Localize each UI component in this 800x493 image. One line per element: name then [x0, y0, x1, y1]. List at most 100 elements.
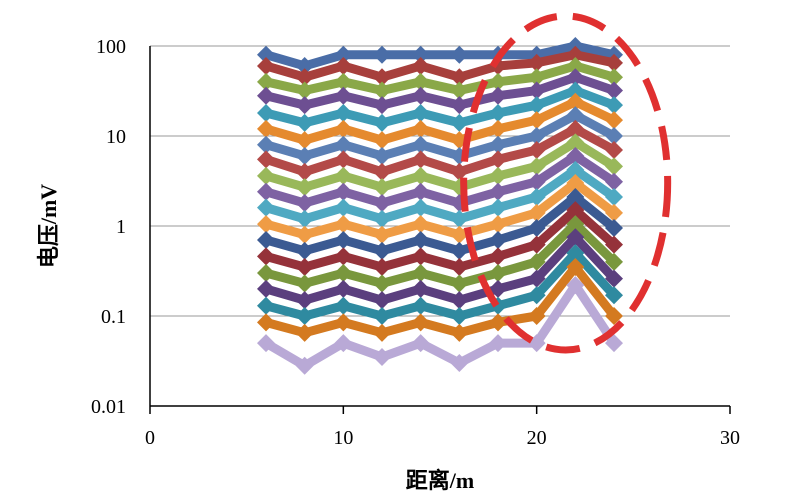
data-point — [527, 140, 546, 159]
data-point — [373, 225, 391, 244]
data-point — [411, 86, 430, 105]
data-point — [295, 162, 314, 181]
data-point — [295, 68, 314, 87]
x-tick-label: 0 — [145, 427, 155, 449]
data-point — [334, 198, 353, 217]
series-line — [264, 205, 617, 272]
data-point — [566, 81, 585, 100]
data-point — [489, 135, 507, 154]
data-point — [450, 225, 469, 244]
data-point — [489, 166, 507, 185]
data-point — [411, 215, 430, 234]
data-point — [373, 162, 391, 181]
data-point — [295, 291, 314, 310]
data-point — [334, 86, 353, 105]
data-point — [373, 131, 391, 150]
data-point — [450, 96, 469, 115]
series-9 — [257, 133, 623, 197]
data-point — [566, 228, 585, 247]
data-point — [566, 146, 585, 165]
data-point — [373, 241, 391, 260]
data-point — [257, 313, 275, 332]
data-point — [334, 72, 353, 91]
data-point — [295, 274, 314, 293]
data-point — [450, 323, 469, 342]
data-point — [489, 334, 507, 353]
data-point — [566, 276, 585, 295]
data-point — [527, 307, 546, 325]
data-point — [566, 215, 585, 234]
data-point — [566, 45, 585, 64]
data-point — [450, 307, 469, 325]
data-point — [527, 252, 546, 271]
data-point — [411, 182, 430, 201]
series-1 — [257, 37, 623, 75]
data-point — [295, 56, 314, 75]
data-point — [527, 188, 546, 207]
series-line — [264, 262, 618, 338]
data-point — [373, 323, 391, 342]
data-point — [334, 279, 353, 298]
data-point — [527, 157, 546, 176]
data-point — [566, 56, 585, 75]
data-point — [257, 182, 275, 201]
series-line — [264, 192, 617, 256]
data-point — [411, 296, 430, 315]
data-point — [605, 235, 623, 254]
data-point — [295, 146, 314, 165]
data-point — [605, 68, 623, 87]
data-point — [295, 96, 314, 115]
data-point — [257, 45, 275, 64]
data-point — [489, 264, 507, 283]
data-point — [295, 307, 314, 325]
data-point — [566, 119, 585, 138]
data-point — [489, 150, 507, 169]
data-point — [257, 264, 275, 283]
data-point — [411, 45, 430, 64]
data-point — [411, 279, 430, 298]
data-point — [527, 219, 546, 238]
series-6 — [257, 92, 623, 150]
data-point — [334, 264, 353, 283]
data-point — [450, 113, 469, 132]
data-point — [295, 131, 314, 150]
data-point — [373, 307, 391, 325]
data-point — [295, 241, 314, 260]
series-8 — [257, 119, 623, 181]
series-16 — [257, 228, 623, 310]
data-point — [334, 119, 353, 138]
data-point — [334, 230, 353, 249]
data-point — [411, 56, 430, 75]
series-7 — [257, 106, 623, 165]
x-tick-label: 20 — [527, 427, 547, 449]
series-4 — [257, 68, 623, 115]
data-point — [334, 150, 353, 169]
data-point — [605, 334, 623, 353]
series-line — [264, 248, 618, 321]
data-point — [373, 68, 391, 87]
data-point — [527, 269, 546, 288]
data-point — [527, 286, 546, 305]
data-point — [257, 247, 275, 266]
data-point — [489, 104, 507, 123]
series-line — [264, 72, 616, 110]
data-point — [257, 56, 275, 75]
series-17 — [257, 244, 623, 325]
data-point — [527, 127, 546, 145]
annotation — [460, 12, 672, 354]
y-tick-label: 100 — [96, 36, 126, 58]
series-15 — [257, 215, 623, 293]
data-point — [450, 162, 469, 181]
data-point — [334, 313, 353, 332]
series-line — [264, 178, 617, 240]
data-point — [566, 174, 585, 193]
data-point — [334, 45, 353, 64]
data-point — [373, 146, 391, 165]
data-point — [373, 274, 391, 293]
data-point — [605, 96, 623, 115]
data-point — [411, 313, 430, 332]
data-point — [566, 258, 585, 277]
data-point — [334, 247, 353, 266]
data-point — [295, 194, 314, 213]
y-tick-label: 0.1 — [101, 306, 126, 328]
